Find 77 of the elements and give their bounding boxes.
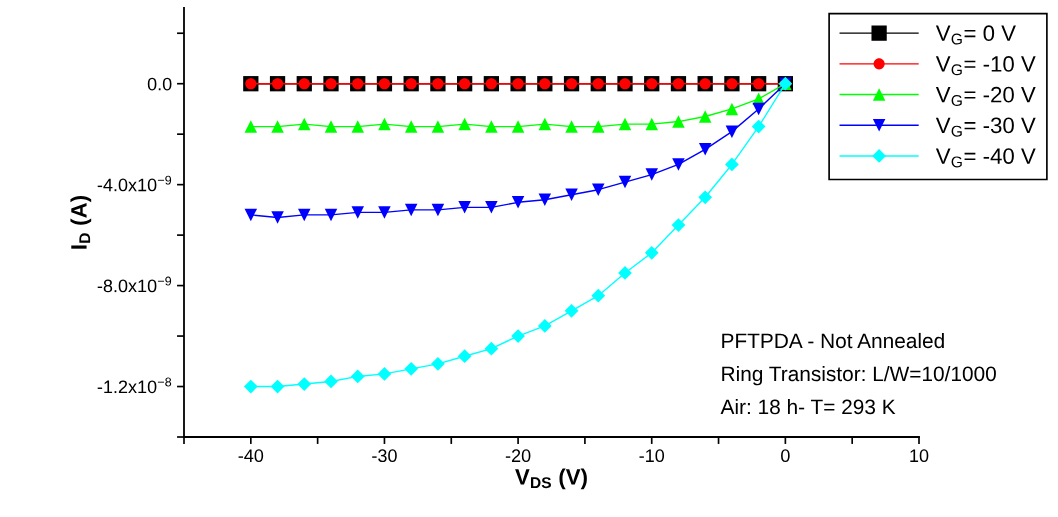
y-tick-label: 0.0: [147, 77, 172, 91]
point: [271, 120, 284, 133]
point: [698, 143, 712, 156]
x-tick-label: -10: [639, 449, 665, 463]
point: [645, 168, 658, 181]
point: [484, 341, 499, 356]
point: [511, 196, 525, 209]
annotation: Air: 18 h- T= 293 K: [720, 398, 896, 415]
point: [538, 117, 552, 131]
point: [404, 361, 419, 376]
point: [537, 319, 552, 333]
point: [298, 208, 311, 222]
point: [431, 203, 445, 217]
point: [565, 188, 578, 201]
x-tick-label: 10: [910, 449, 929, 463]
point: [645, 117, 658, 131]
point: [431, 120, 445, 133]
point: [671, 218, 686, 232]
point: [271, 211, 284, 224]
point: [751, 119, 766, 134]
point: [565, 120, 578, 133]
point: [351, 206, 364, 219]
point: [378, 117, 391, 131]
x-tick-label: -40: [238, 449, 264, 463]
legend-label: V$_{G}$= -10 V: [935, 56, 1036, 76]
point: [618, 175, 632, 189]
point: [458, 117, 471, 131]
y-tick-label: -1.2x10$^{−8}$: [97, 377, 172, 394]
point: [511, 329, 525, 343]
point: [485, 201, 498, 214]
point: [592, 183, 605, 196]
x-tick-label: -30: [372, 449, 397, 463]
point: [725, 102, 739, 116]
point: [511, 120, 525, 133]
annotation: PFTPDA - Not Annealed: [722, 332, 944, 349]
point: [378, 206, 391, 219]
legend-label: V$_{G}$= 0 V: [935, 25, 1016, 45]
point: [431, 356, 445, 371]
point: [324, 208, 338, 222]
point: [404, 203, 418, 217]
point: [404, 120, 418, 133]
x-tick-label: 0: [781, 449, 790, 463]
point: [298, 117, 311, 131]
legend-label: V$_{G}$= -20 V: [935, 86, 1036, 106]
point: [698, 110, 712, 123]
x-tick-label: -20: [505, 449, 531, 463]
point: [377, 367, 392, 381]
point: [350, 369, 365, 384]
y-tick-label: -8.0x10$^{−9}$: [97, 276, 172, 293]
point: [243, 379, 258, 394]
point: [458, 201, 471, 214]
point: [592, 120, 605, 133]
y-axis-title: I$_{D}$ (A): [70, 196, 92, 249]
x-axis-title: V$_{DS}$ (V): [515, 468, 587, 490]
point: [591, 288, 606, 303]
point: [351, 120, 364, 133]
point: [564, 303, 579, 318]
point: [324, 120, 338, 133]
point: [244, 208, 258, 222]
point: [485, 120, 498, 133]
point: [672, 115, 685, 128]
y-tick-label: -4.0x10$^{−9}$: [97, 175, 172, 192]
point: [618, 117, 632, 131]
point: [725, 157, 739, 172]
point: [457, 349, 472, 364]
point: [297, 377, 312, 391]
point: [725, 125, 739, 138]
legend-label: V$_{G}$= -30 V: [935, 117, 1036, 137]
point: [698, 190, 713, 205]
point: [644, 245, 659, 260]
legend-label: V$_{G}$= -40 V: [935, 148, 1036, 168]
point: [324, 374, 338, 389]
point: [244, 120, 258, 133]
annotation: Ring Transistor: L/W=10/1000: [722, 365, 996, 386]
point: [538, 193, 552, 207]
point: [672, 158, 685, 171]
point: [752, 102, 765, 116]
